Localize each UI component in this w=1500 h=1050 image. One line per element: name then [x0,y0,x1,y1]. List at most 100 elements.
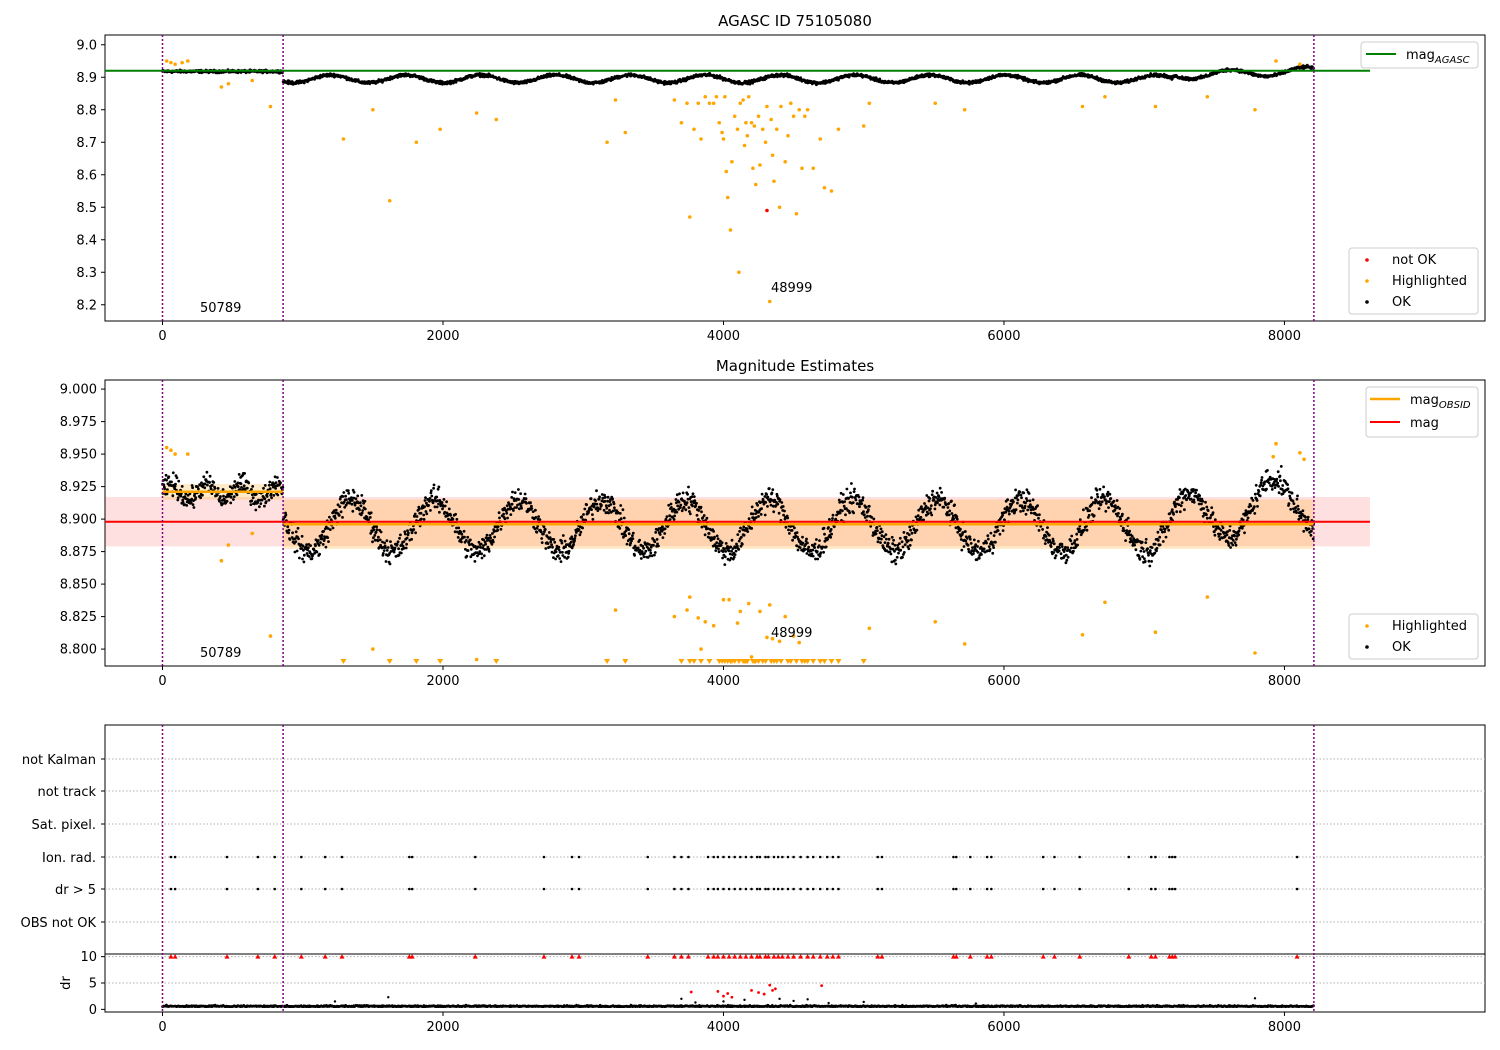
ok-point [669,502,673,506]
ok-point [1066,555,1070,559]
highlighted-point [185,59,190,63]
ok-point [644,549,648,553]
ok-point [223,498,226,502]
ok-point [750,505,754,509]
ok-point [1143,557,1146,561]
ok-point [737,548,741,551]
ok-point [730,549,733,553]
highlighted-point [692,127,696,132]
x-tick-label: 6000 [987,329,1020,344]
ok-point [909,528,912,532]
ok-point [328,528,332,531]
ok-point [382,549,386,552]
highlighted-point [714,94,719,99]
ok-point [561,550,564,554]
highlighted-point [770,153,775,158]
ok-point [346,489,350,493]
ok-point [242,484,246,488]
highlighted-point [180,60,184,65]
ok-point [830,532,833,536]
x-tick-label: 6000 [987,674,1020,689]
ok-point [235,493,239,497]
ok-point [250,488,253,491]
highlighted-point [803,114,807,119]
ok-point [717,550,721,554]
ok-point [1037,516,1040,520]
ok-point [964,539,968,543]
ok-point [1038,513,1041,517]
ok-point [1122,529,1126,532]
ok-point [392,550,396,554]
ok-point [681,491,685,495]
ok-point [307,555,311,558]
ok-point [430,494,434,498]
ok-point [455,517,459,521]
chart-title: AGASC ID 75105080 [718,12,872,30]
ok-point [594,499,597,502]
ok-point [948,509,952,513]
ok-point [883,541,887,544]
ok-point [517,488,520,491]
ok-point [524,497,528,501]
ok-point [1092,514,1096,517]
ok-point [897,551,900,555]
ok-point [1096,495,1100,499]
ok-point [331,526,335,530]
ok-point [992,546,995,549]
highlighted-point [738,101,743,106]
legend-marker-ok [1365,300,1369,304]
ok-point [333,516,337,520]
ok-point [316,539,320,542]
ok-point [1058,546,1061,549]
highlighted-point [725,195,730,200]
ok-point [740,542,744,546]
ok-point [570,535,574,539]
legend-lines: magAGASC [1360,41,1479,69]
highlighted-point [720,130,724,135]
highlighted-point [721,137,726,141]
ok-point [607,511,610,515]
ok-point [1150,546,1154,549]
highlighted-point [728,228,733,232]
ok-point [321,543,325,546]
ok-point [263,484,267,487]
ok-point [485,533,489,537]
ok-point [438,510,441,514]
ok-point [270,496,273,500]
ok-point [793,526,796,530]
ok-point [831,513,835,517]
ok-point [606,495,610,499]
ok-point [385,549,389,552]
ok-point [618,512,622,515]
ok-point [1007,509,1011,513]
ok-point [876,540,880,544]
ok-point [972,552,975,555]
ok-point [796,548,800,552]
ok-point [618,527,622,530]
highlighted-point [760,127,765,132]
y-tick-label: 9.000 [60,383,97,398]
ok-point [163,487,167,491]
ok-point [300,534,304,538]
ok-point [1153,551,1157,555]
ok-point [1059,552,1063,556]
ok-point [720,541,724,544]
ok-point [927,499,931,503]
ok-point [705,516,709,520]
highlighted-point [788,101,793,106]
ok-point [1088,509,1092,512]
ok-point [915,528,919,532]
ok-point [813,542,817,546]
ok-point [1085,528,1089,532]
ok-point [424,496,427,499]
ok-point [553,540,557,544]
ok-point [1139,549,1143,553]
ok-point [648,548,652,552]
ok-point [977,556,981,560]
highlighted-point [226,81,231,86]
ok-point [513,491,517,494]
ok-point [297,537,300,541]
ok-point [339,510,343,514]
ok-point [688,512,692,516]
ok-point [561,534,565,537]
